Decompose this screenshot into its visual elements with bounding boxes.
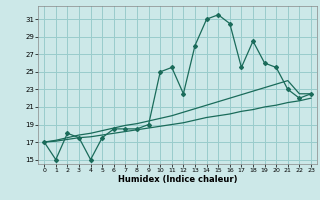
X-axis label: Humidex (Indice chaleur): Humidex (Indice chaleur)	[118, 175, 237, 184]
